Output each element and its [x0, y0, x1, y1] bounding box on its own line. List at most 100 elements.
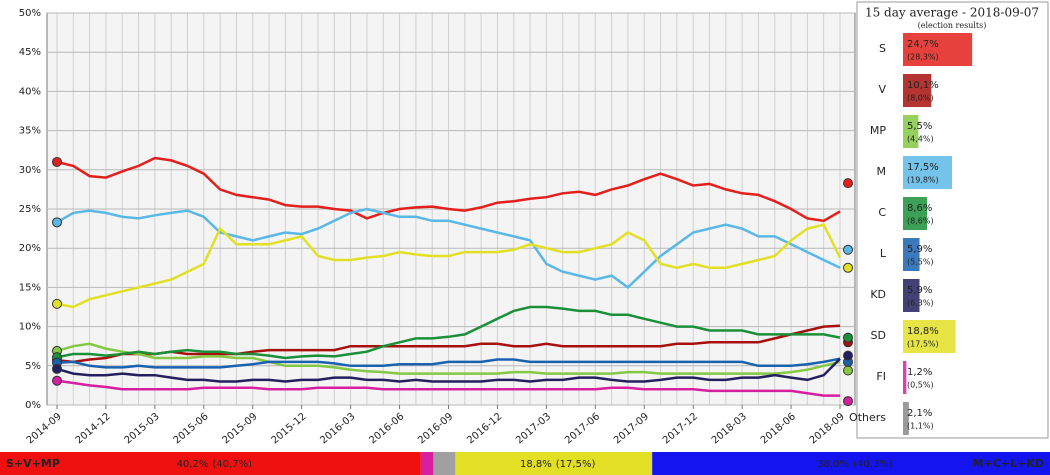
y-tick-label: 35%: [19, 126, 41, 137]
election-label: (1,1%): [907, 422, 934, 431]
panel-subtitle: (election results): [918, 21, 987, 30]
bloc-segment: [652, 452, 1050, 475]
bloc-name: M+C+L+KD: [973, 457, 1044, 470]
y-tick-label: 15%: [19, 282, 41, 293]
average-label: 17,5%: [907, 162, 939, 173]
x-tick-label: 2018-09: [808, 411, 847, 446]
y-tick-label: 25%: [19, 204, 41, 215]
start-marker: [52, 363, 62, 374]
bloc-value-label: 38,0%: [817, 459, 849, 470]
panel-bar: [903, 74, 932, 107]
start-marker: [52, 156, 62, 167]
x-tick-label: 2017-09: [612, 411, 651, 446]
series-line: [56, 223, 842, 309]
panel-bar: [903, 279, 920, 312]
y-tick-label: 0%: [25, 400, 41, 411]
party-label: S: [879, 42, 886, 55]
party-label: KD: [870, 288, 886, 301]
series-line: [56, 156, 841, 223]
x-tick-label: 2014-12: [74, 411, 113, 446]
x-tick-label: 2015-03: [123, 411, 162, 446]
election-label: (6,3%): [907, 299, 934, 308]
bloc-segment: [455, 452, 653, 475]
election-label: (28,3%): [907, 53, 939, 62]
x-tick-label: 2017-03: [514, 411, 553, 446]
panel-title: 15 day average - 2018-09-07: [865, 6, 1039, 20]
series-line: [56, 357, 841, 383]
x-tick-label: 2016-09: [416, 411, 455, 446]
election-label: (0,5%): [907, 381, 934, 390]
party-label: V: [878, 83, 886, 96]
average-label: 8,6%: [907, 203, 932, 214]
panel-bar: [903, 238, 920, 271]
election-label: (8,0%): [907, 94, 934, 103]
average-label: 18,8%: [907, 326, 939, 337]
election-label: (8,6%): [907, 217, 934, 226]
x-tick-label: 2015-09: [221, 411, 260, 446]
bloc-value-label: 18,8%: [520, 459, 552, 470]
party-label: L: [880, 247, 887, 260]
y-tick-label: 20%: [19, 243, 41, 254]
y-tick-label: 5%: [25, 361, 41, 372]
x-tick-label: 2017-06: [563, 411, 602, 446]
y-tick-label: 10%: [19, 322, 41, 333]
average-label: 5,9%: [907, 244, 932, 255]
election-marker: [843, 396, 853, 407]
bloc-segment: [433, 452, 456, 475]
series-line: [56, 342, 841, 375]
election-label: (4,4%): [907, 135, 934, 144]
y-tick-label: 40%: [19, 86, 41, 97]
bloc-value-label: 40,2%: [177, 459, 209, 470]
panel-bar: [903, 33, 973, 66]
party-label: M: [877, 165, 887, 178]
panel-bar: [903, 361, 907, 394]
election-marker: [843, 244, 853, 255]
average-label: 2,1%: [907, 408, 932, 419]
bloc-segment: [0, 452, 421, 475]
x-tick-label: 2015-06: [172, 411, 211, 446]
start-marker: [52, 375, 62, 386]
y-tick-label: 30%: [19, 165, 41, 176]
party-label: SD: [871, 329, 886, 342]
average-label: 5,5%: [907, 121, 932, 132]
start-marker: [52, 298, 62, 309]
average-label: 24,7%: [907, 39, 939, 50]
election-marker: [843, 365, 853, 376]
x-tick-label: 2018-06: [759, 411, 798, 446]
bloc-name: S+V+MP: [6, 457, 60, 470]
party-label: Others: [849, 411, 886, 424]
average-label: 1,2%: [907, 367, 932, 378]
bloc-election-label: (40,3%): [853, 459, 893, 470]
average-label: 10,1%: [907, 80, 939, 91]
series-line: [56, 207, 841, 290]
party-label: C: [878, 206, 886, 219]
election-label: (17,5%): [907, 340, 939, 349]
panel-bar: [903, 156, 952, 189]
x-tick-label: 2016-12: [465, 411, 504, 446]
party-label: MP: [870, 124, 886, 137]
series-line: [56, 324, 841, 364]
panel-bar: [903, 320, 956, 353]
series-line: [56, 379, 840, 397]
x-tick-label: 2016-03: [318, 411, 357, 446]
x-tick-label: 2016-06: [367, 411, 406, 446]
bloc-election-label: (17,5%): [556, 459, 596, 470]
party-label: FI: [876, 370, 886, 383]
election-label: (19,8%): [907, 176, 939, 185]
election-marker: [843, 350, 853, 361]
series-line: [56, 305, 841, 360]
election-marker: [843, 178, 853, 189]
x-tick-label: 2018-03: [710, 411, 749, 446]
y-tick-label: 45%: [19, 47, 41, 58]
panel-bar: [903, 402, 909, 435]
start-marker: [52, 217, 62, 228]
election-marker: [843, 262, 853, 273]
election-marker: [843, 332, 853, 343]
x-tick-label: 2014-09: [25, 411, 64, 446]
bloc-segment: [420, 452, 434, 475]
y-tick-label: 50%: [19, 8, 41, 19]
panel-bar: [903, 197, 928, 230]
panel-frame: [856, 1, 1049, 439]
panel-bar: [903, 115, 919, 148]
